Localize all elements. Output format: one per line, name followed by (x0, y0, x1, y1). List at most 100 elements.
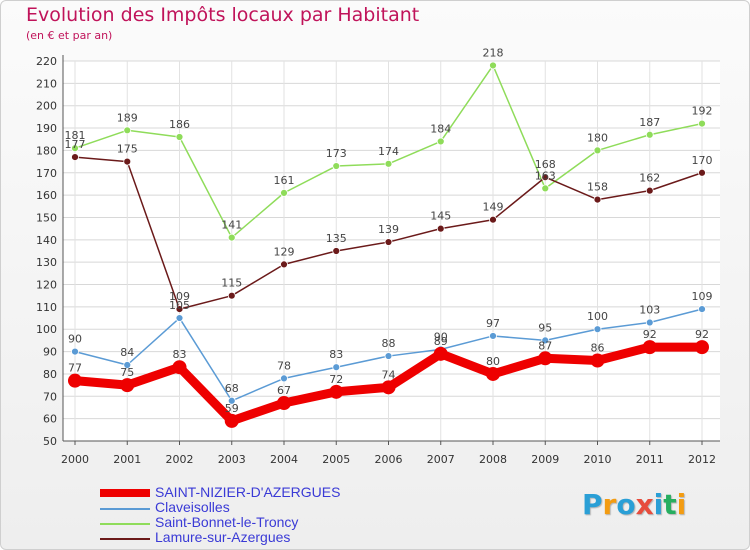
legend-label: Lamure-sur-Azergues (155, 529, 291, 545)
logo-letter: r (602, 488, 617, 521)
y-tick-label: 100 (36, 323, 57, 336)
data-point (381, 380, 396, 395)
data-point (436, 224, 445, 233)
data-label: 97 (486, 317, 500, 330)
x-tick-label: 2001 (113, 453, 141, 466)
data-label: 180 (587, 131, 608, 144)
data-label: 163 (535, 169, 556, 182)
x-tick-label: 2009 (531, 453, 559, 466)
data-label: 90 (68, 333, 82, 346)
data-point (175, 133, 184, 141)
data-point (227, 233, 236, 242)
data-label: 88 (382, 337, 396, 350)
x-tick-label: 2008 (479, 453, 507, 466)
data-label: 67 (277, 384, 291, 397)
data-label: 177 (65, 138, 86, 151)
data-point (224, 413, 239, 428)
legend-swatch (100, 489, 150, 497)
data-point (541, 184, 550, 193)
x-tick-label: 2004 (270, 453, 298, 466)
data-label: 59 (225, 402, 239, 415)
data-label: 84 (120, 346, 134, 359)
x-tick-label: 2003 (218, 453, 246, 466)
data-label: 139 (378, 223, 399, 236)
data-point (698, 119, 706, 128)
data-point (277, 396, 291, 410)
data-label: 168 (535, 158, 556, 171)
data-point (486, 366, 500, 381)
data-point (645, 186, 654, 195)
logo-letter: o (616, 488, 636, 521)
y-tick-label: 150 (36, 211, 57, 224)
data-label: 103 (639, 304, 660, 317)
data-point (280, 188, 288, 197)
data-point (227, 291, 236, 300)
data-label: 158 (587, 181, 608, 194)
data-label: 68 (225, 382, 239, 395)
data-point (175, 305, 184, 314)
data-label: 89 (434, 335, 448, 348)
y-tick-label: 60 (43, 413, 57, 426)
series-lines (68, 61, 709, 428)
legend-swatch (100, 508, 150, 510)
data-label: 77 (68, 362, 82, 375)
data-point (227, 396, 236, 405)
y-tick-label: 180 (36, 144, 57, 157)
data-point (123, 126, 132, 135)
data-label: 100 (587, 310, 608, 323)
data-label: 184 (430, 122, 451, 135)
data-label: 92 (695, 328, 709, 341)
data-label: 149 (483, 201, 504, 214)
data-label: 95 (538, 321, 552, 334)
y-tick-label: 80 (43, 368, 57, 381)
data-point (645, 318, 654, 327)
data-label: 192 (692, 105, 713, 118)
logo-letter: i (653, 488, 664, 521)
y-tick-label: 190 (36, 122, 57, 135)
data-label: 174 (378, 145, 399, 158)
data-point (541, 173, 550, 182)
x-tick-label: 2012 (688, 453, 716, 466)
logo-letter: P (582, 488, 603, 521)
x-tick-label: 2000 (61, 453, 89, 466)
y-tick-label: 50 (43, 435, 57, 448)
data-label: 135 (326, 232, 347, 245)
data-point (384, 352, 393, 360)
data-point (433, 346, 448, 361)
data-point (645, 130, 654, 139)
data-point (332, 247, 341, 255)
proxiti-logo: Proxiti (582, 488, 686, 521)
data-point (593, 195, 602, 204)
data-point (384, 238, 393, 246)
logo-letter: x (635, 488, 654, 521)
y-tick-label: 220 (36, 55, 57, 68)
data-point (698, 305, 706, 314)
data-label: 170 (692, 154, 713, 167)
data-point (642, 340, 657, 355)
data-point (538, 351, 553, 366)
data-label: 109 (692, 290, 713, 303)
data-label: 161 (274, 174, 295, 187)
logo-letter: t (663, 488, 677, 521)
legend-label: Claveisolles (155, 499, 230, 515)
y-tick-label: 90 (43, 346, 57, 359)
data-point (280, 374, 288, 383)
data-point (384, 159, 393, 168)
data-label: 109 (169, 290, 190, 303)
data-point (489, 61, 497, 70)
data-point (590, 353, 605, 368)
data-point (172, 360, 187, 375)
legend-label: SAINT-NIZIER-D'AZERGUES (155, 484, 341, 500)
data-point (332, 363, 341, 372)
data-label: 75 (120, 366, 134, 379)
data-label: 129 (274, 245, 295, 258)
data-label: 105 (169, 299, 190, 312)
y-tick-label: 130 (36, 256, 57, 269)
data-label: 87 (538, 339, 552, 352)
data-point (489, 332, 497, 340)
x-tick-label: 2010 (584, 453, 612, 466)
chart-title: Evolution des Impôts locaux par Habitant (26, 4, 420, 26)
data-point (120, 378, 135, 393)
data-point (698, 168, 706, 177)
data-label: 80 (486, 355, 500, 368)
